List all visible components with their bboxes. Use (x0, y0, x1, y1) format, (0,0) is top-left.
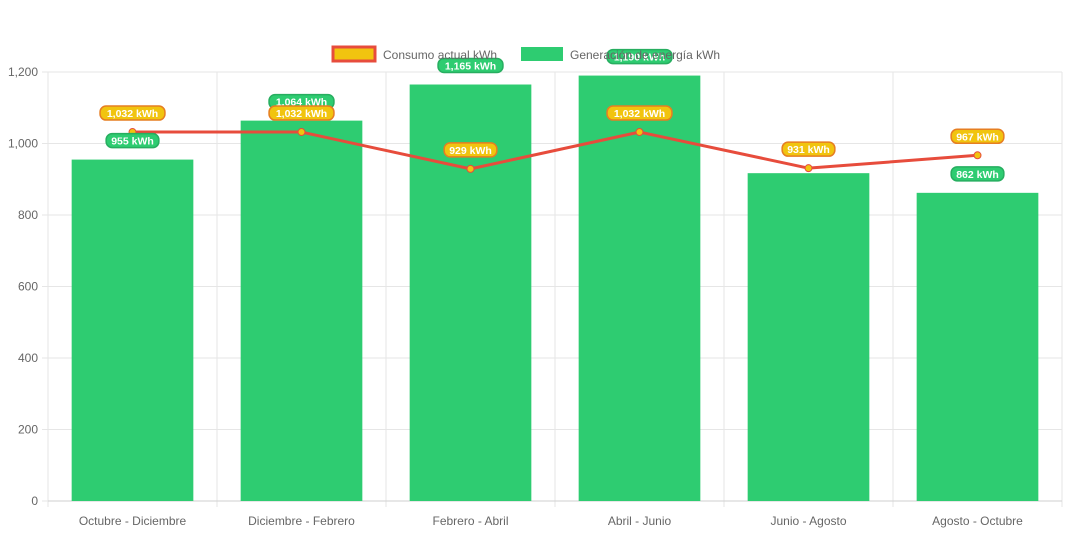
line-data-label-bg (950, 128, 1005, 145)
consumo-line (132, 130, 978, 171)
line-data-label: 1,032 kWh (614, 108, 665, 120)
y-tick-label: 1,000 (8, 137, 38, 151)
x-tick-label: Junio - Agosto (770, 514, 846, 528)
axis-layer: 0 200 400 600 800 1,000 1,200 Octubre - Diciemb… (8, 65, 1062, 528)
line-data-label: 1,032 kWh (276, 108, 327, 120)
bar-data-label-bg (105, 132, 160, 149)
line-data-label: 967 kWh (956, 131, 999, 143)
bar-data-label: 862 kWh (956, 169, 999, 181)
bar-data-label-bg (606, 48, 673, 65)
bar-data-label-bg (437, 57, 504, 74)
bar-data-label: 955 kWh (111, 136, 154, 148)
line-point[interactable] (973, 151, 982, 160)
line-data-label-bg (443, 142, 498, 158)
line-data-label-bg (606, 105, 673, 121)
y-tick-label: 600 (18, 280, 38, 294)
line-point[interactable] (635, 128, 644, 137)
line-data-label-bg (99, 105, 166, 121)
line-point[interactable] (804, 164, 813, 173)
grid-layer (47, 71, 1063, 507)
legend-label-consumo[interactable]: Consumo actual kWh (383, 48, 497, 62)
line-point[interactable] (297, 128, 306, 137)
legend-label-generacion[interactable]: Generación de energía kWh (570, 48, 720, 62)
bar[interactable] (578, 75, 701, 501)
legend-swatch-generacion (521, 47, 563, 61)
bar[interactable] (747, 173, 870, 502)
y-tick-label: 400 (18, 351, 38, 365)
x-tick-label: Agosto - Octubre (932, 514, 1023, 528)
bar[interactable] (916, 192, 1039, 501)
y-tick-label: 200 (18, 423, 38, 437)
y-tick-label: 800 (18, 208, 38, 222)
line-data-label: 929 kWh (449, 145, 492, 157)
line-data-label-bg (268, 105, 335, 121)
x-tick-label: Febrero - Abril (432, 514, 508, 528)
line-data-label: 1,032 kWh (107, 108, 158, 120)
bar[interactable] (71, 159, 194, 501)
y-tick-label: 0 (31, 494, 38, 508)
bar-data-label-bg (950, 166, 1005, 182)
bar-data-label: 1,190 kWh (614, 52, 665, 64)
x-tick-label: Diciembre - Febrero (248, 514, 355, 528)
x-tick-label: Octubre - Diciembre (79, 514, 187, 528)
x-tick-label: Abril - Junio (608, 514, 672, 528)
line-point[interactable] (466, 164, 475, 173)
legend: Consumo actual kWh Generación de energía… (331, 45, 720, 63)
line-data-label-bg (781, 141, 836, 157)
bar[interactable] (240, 120, 363, 502)
bar-data-label: 1,165 kWh (445, 61, 496, 73)
y-tick-label: 1,200 (8, 65, 38, 79)
line-data-label: 931 kWh (787, 144, 830, 156)
line-layer (128, 128, 982, 173)
legend-swatch-consumo (331, 45, 377, 63)
